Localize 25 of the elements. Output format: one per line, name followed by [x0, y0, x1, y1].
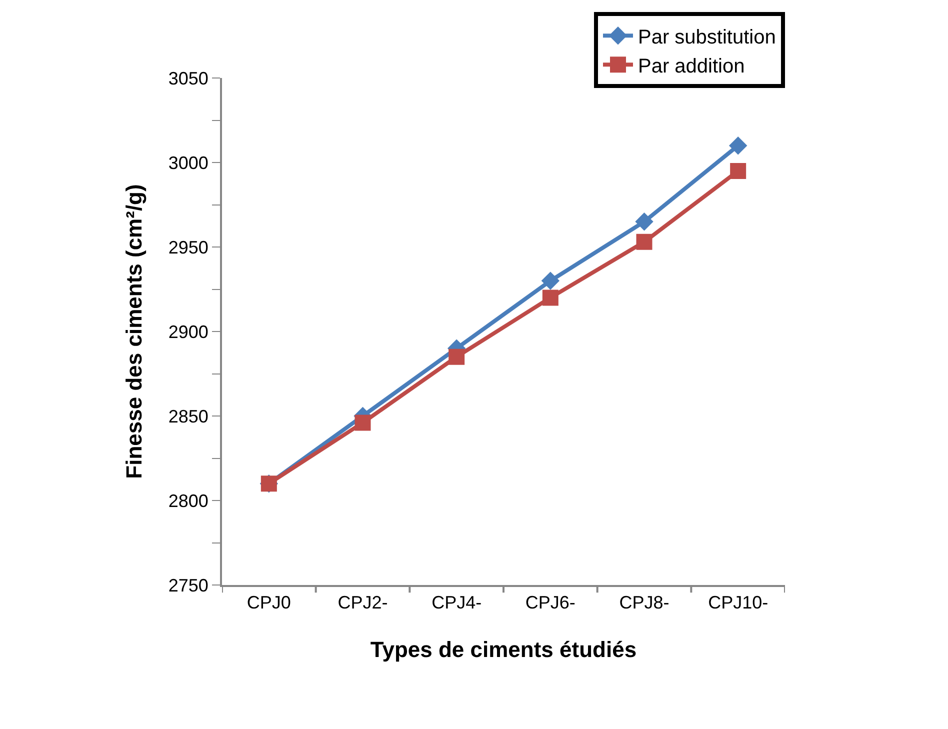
y-tick-label: 2950 — [168, 237, 208, 258]
x-tick-label: CPJ4- — [432, 592, 482, 613]
y-tick-label: 2750 — [168, 575, 208, 596]
point — [730, 162, 746, 179]
x-tick-label: CPJ8- — [619, 592, 670, 613]
point — [354, 414, 371, 431]
x-tick-label: CPJ10- — [708, 592, 768, 613]
x-axis-title: Types de ciments étudiés — [370, 637, 637, 662]
point — [541, 272, 560, 290]
x-tick-label: CPJ6- — [525, 592, 576, 613]
x-tick-label: CPJ2- — [338, 592, 388, 613]
legend-label: Par addition — [638, 55, 745, 78]
point — [636, 234, 652, 250]
point — [448, 348, 465, 365]
y-axis-title: Finesse des ciments (cm²/g) — [122, 184, 147, 479]
point — [542, 290, 558, 306]
y-tick-label: 3000 — [168, 152, 208, 173]
point — [728, 136, 748, 155]
point — [635, 212, 654, 231]
y-tick-label: 2800 — [168, 490, 208, 511]
x-tick-label: CPJ0 — [246, 592, 291, 613]
y-tick-label: 3050 — [168, 68, 208, 88]
y-tick-label: 2850 — [168, 406, 208, 426]
legend-label: Par substitution — [638, 26, 776, 48]
y-tick-label: 2900 — [168, 322, 208, 342]
